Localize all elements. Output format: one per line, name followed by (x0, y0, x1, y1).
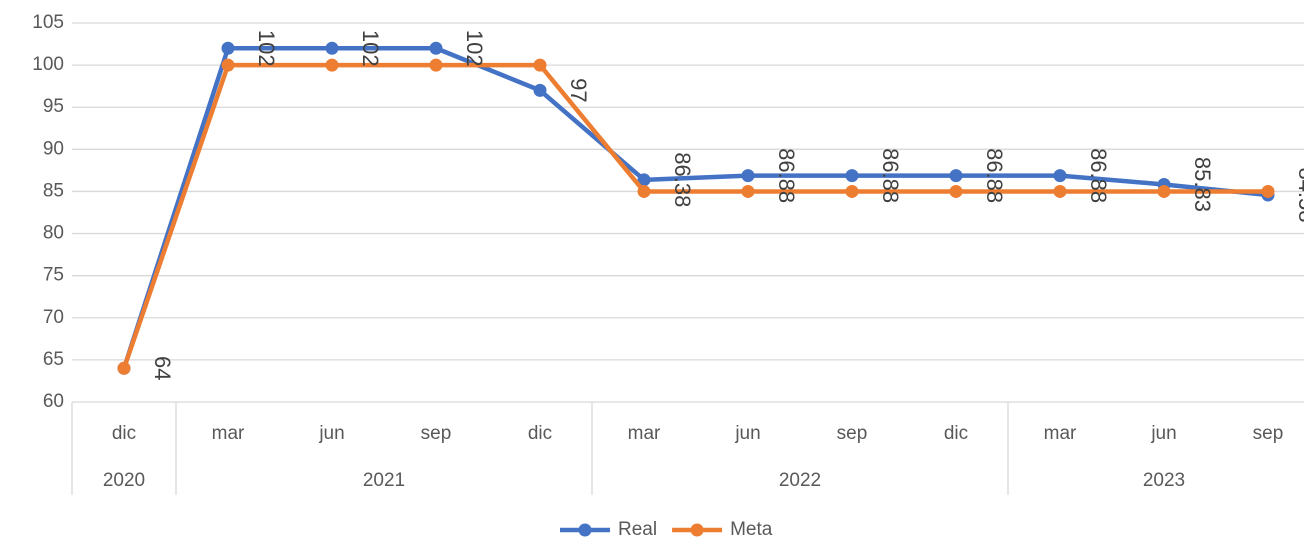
series-marker (1261, 184, 1275, 198)
series-marker (845, 184, 859, 198)
series-marker (221, 41, 235, 55)
y-tick-label: 105 (32, 12, 64, 33)
series-marker (325, 58, 339, 72)
x-tick-label: sep (837, 423, 868, 444)
series-marker (533, 58, 547, 72)
x-tick-label: dic (112, 423, 136, 444)
legend-label: Meta (730, 519, 773, 540)
x-tick-label: mar (212, 423, 245, 444)
series-marker (637, 184, 651, 198)
series-marker (325, 41, 339, 55)
y-tick-label: 70 (43, 307, 64, 328)
series-marker (741, 169, 755, 183)
x-tick-label: jun (734, 423, 760, 444)
series-marker (1053, 184, 1067, 198)
x-tick-label: mar (1044, 423, 1077, 444)
series-marker (429, 41, 443, 55)
series-marker (741, 184, 755, 198)
x-tick-label: jun (318, 423, 344, 444)
data-label: 86.88 (878, 148, 903, 203)
series-marker (949, 169, 963, 183)
series-marker (221, 58, 235, 72)
x-tick-label: mar (628, 423, 661, 444)
y-tick-label: 60 (43, 391, 64, 412)
x-group-label: 2020 (103, 470, 145, 491)
legend-marker (690, 523, 704, 537)
series-line (121, 62, 1268, 370)
data-label: 64 (150, 356, 175, 380)
y-tick-label: 95 (43, 96, 64, 117)
series-marker (845, 169, 859, 183)
x-tick-label: jun (1150, 423, 1176, 444)
data-label: 86.88 (982, 148, 1007, 203)
series-marker (1157, 184, 1171, 198)
y-tick-label: 85 (43, 180, 64, 201)
x-group-label: 2023 (1143, 470, 1185, 491)
data-label: 86.88 (1086, 148, 1111, 203)
y-tick-label: 75 (43, 265, 64, 286)
series-marker (533, 83, 547, 97)
data-label: 102 (254, 30, 279, 67)
x-group-label: 2022 (779, 470, 821, 491)
series-line (121, 46, 1269, 370)
series-marker (949, 184, 963, 198)
data-label: 86.38 (670, 152, 695, 207)
data-label: 84.58 (1294, 167, 1304, 222)
x-tick-label: dic (528, 423, 552, 444)
y-tick-label: 100 (32, 54, 64, 75)
x-group-label: 2021 (363, 470, 405, 491)
series-marker (429, 58, 443, 72)
legend-marker (578, 523, 592, 537)
x-tick-label: sep (1253, 423, 1284, 444)
y-tick-label: 80 (43, 223, 64, 244)
series-marker (1053, 169, 1067, 183)
data-label: 102 (358, 30, 383, 67)
x-tick-label: dic (944, 423, 968, 444)
y-tick-label: 65 (43, 349, 64, 370)
x-tick-label: sep (421, 423, 452, 444)
data-label: 102 (462, 30, 487, 67)
data-label: 97 (566, 78, 591, 102)
series-marker (117, 361, 131, 375)
legend-label: Real (618, 519, 657, 540)
series-marker (637, 173, 651, 187)
y-tick-label: 90 (43, 138, 64, 159)
data-label: 85.83 (1190, 157, 1215, 212)
data-label: 86.88 (774, 148, 799, 203)
